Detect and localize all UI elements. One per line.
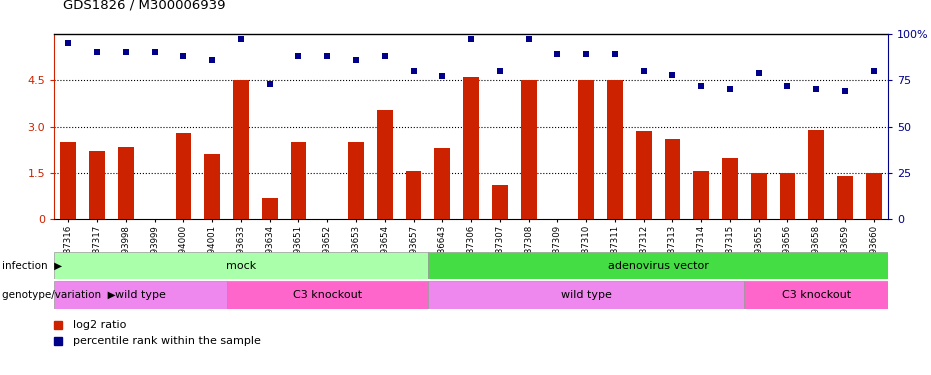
Point (809, 87, 824, 93)
Point (435, 74, 450, 80)
Point (205, 57, 220, 63)
Bar (61, 142, 76, 219)
Bar (233, 80, 249, 219)
Bar (377, 110, 393, 219)
Point (118, 50, 133, 55)
Point (751, 70, 766, 76)
Bar (290, 142, 306, 219)
Point (291, 53, 306, 59)
Bar (54, 252, 428, 279)
Bar (176, 133, 192, 219)
Bar (204, 154, 220, 219)
Bar (435, 148, 451, 219)
Bar (492, 185, 507, 219)
Point (406, 68, 421, 74)
Text: mock: mock (226, 261, 256, 271)
Point (176, 53, 191, 59)
Point (320, 53, 335, 59)
Point (780, 83, 795, 89)
Point (464, 36, 479, 42)
Point (636, 68, 651, 74)
Bar (779, 173, 795, 219)
Bar (722, 158, 738, 219)
Point (867, 68, 882, 74)
Bar (694, 171, 709, 219)
Text: GDS1826 / M300006939: GDS1826 / M300006939 (63, 0, 226, 11)
Bar (520, 80, 536, 219)
Bar (54, 281, 226, 309)
Point (234, 36, 249, 42)
Bar (226, 281, 428, 309)
Point (61, 40, 75, 46)
Text: log2 ratio: log2 ratio (73, 320, 126, 330)
Text: percentile rank within the sample: percentile rank within the sample (73, 336, 261, 346)
Bar (89, 151, 105, 219)
Bar (808, 130, 824, 219)
Bar (665, 139, 681, 219)
Bar (262, 198, 277, 219)
Bar (745, 281, 888, 309)
Point (147, 50, 162, 55)
Bar (428, 252, 888, 279)
Bar (464, 77, 479, 219)
Bar (578, 80, 594, 219)
Point (492, 68, 507, 74)
Point (579, 51, 594, 57)
Text: wild type: wild type (115, 290, 166, 300)
Bar (607, 80, 623, 219)
Text: wild type: wild type (560, 290, 612, 300)
Point (838, 88, 853, 94)
Text: C3 knockout: C3 knockout (292, 290, 362, 300)
Point (263, 81, 277, 87)
Text: adenovirus vector: adenovirus vector (608, 261, 708, 271)
Bar (750, 173, 766, 219)
Point (348, 57, 363, 63)
Point (607, 51, 622, 57)
Bar (866, 173, 882, 219)
Bar (348, 142, 364, 219)
Point (722, 87, 737, 93)
Point (521, 36, 536, 42)
Point (550, 51, 565, 57)
Point (377, 53, 392, 59)
Text: genotype/variation  ▶: genotype/variation ▶ (2, 290, 115, 300)
Point (89, 50, 104, 55)
Bar (837, 176, 853, 219)
Point (694, 83, 708, 89)
Bar (428, 281, 745, 309)
Bar (406, 171, 422, 219)
Text: C3 knockout: C3 knockout (782, 290, 851, 300)
Bar (636, 131, 652, 219)
Bar (118, 147, 134, 219)
Point (665, 72, 680, 78)
Text: infection  ▶: infection ▶ (2, 261, 62, 271)
